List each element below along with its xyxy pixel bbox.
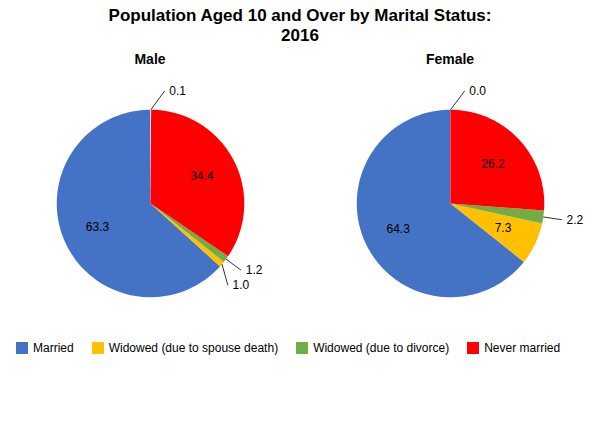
html-text:Widowed (due to spouse death): Widowed (due to spouse death)	[108, 340, 279, 355]
html-text:Population Aged 10 and Over by: Population Aged 10 and Over by Marital S…	[108, 6, 492, 46]
svg-text:64.3: 64.3	[386, 221, 410, 235]
html-text:Male: Male	[134, 50, 166, 67]
svg-text:7.3: 7.3	[495, 221, 512, 235]
svg-text:26.2: 26.2	[481, 157, 505, 171]
html-text:Married: Married	[33, 340, 74, 355]
svg-text:0.1: 0.1	[169, 84, 186, 98]
svg-text:34.4: 34.4	[190, 169, 214, 183]
svg-text:2.2: 2.2	[567, 212, 584, 226]
html-text:Female: Female	[425, 50, 475, 67]
html-text:Never married: Never married	[484, 340, 561, 355]
svg-text:0.0: 0.0	[469, 84, 486, 98]
html-text:Widowed (due to divorce): Widowed (due to divorce)	[313, 340, 450, 355]
svg-text:1.0: 1.0	[233, 278, 250, 292]
svg-text:63.3: 63.3	[86, 220, 110, 234]
svg-text:1.2: 1.2	[246, 263, 263, 277]
